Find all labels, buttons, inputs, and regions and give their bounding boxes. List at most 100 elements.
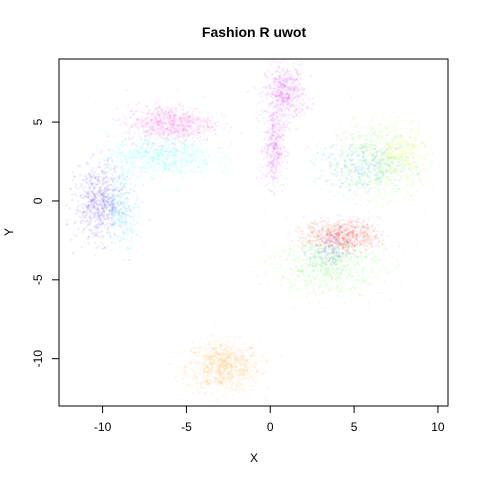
data-point [276, 150, 279, 153]
data-point [183, 128, 186, 132]
data-point [274, 130, 277, 133]
data-point [133, 223, 137, 227]
data-point [218, 382, 221, 385]
data-point [292, 90, 295, 93]
data-point [220, 162, 223, 166]
data-point [151, 127, 154, 131]
data-point [275, 111, 278, 114]
data-point [273, 80, 277, 83]
data-point [391, 145, 394, 148]
data-point [217, 363, 221, 367]
data-point [161, 122, 164, 125]
data-point [215, 378, 219, 382]
data-point [267, 139, 270, 142]
data-point [184, 366, 187, 369]
data-point [221, 364, 224, 367]
data-point [152, 126, 156, 129]
data-point [282, 97, 285, 100]
data-point [204, 384, 208, 387]
data-point [231, 365, 234, 368]
data-point [289, 74, 293, 78]
data-point [410, 183, 413, 186]
data-point [229, 380, 233, 383]
data-point [200, 372, 203, 375]
data-point [274, 146, 277, 149]
data-point [188, 116, 192, 120]
data-point [204, 367, 208, 371]
data-point [223, 153, 226, 156]
data-point [238, 369, 242, 373]
data-point [218, 368, 221, 372]
data-point [113, 220, 116, 224]
data-point [280, 83, 283, 86]
data-point [216, 352, 219, 356]
data-point [215, 352, 219, 355]
data-point [400, 178, 403, 182]
data-point [79, 193, 82, 196]
data-point [282, 129, 285, 132]
data-point [310, 107, 313, 111]
data-point [201, 151, 204, 154]
data-point [281, 87, 284, 90]
data-point [247, 372, 250, 375]
data-point [132, 135, 136, 138]
data-point [213, 355, 217, 358]
data-point [264, 145, 267, 149]
data-point [102, 182, 105, 186]
data-point [228, 381, 231, 384]
data-point [367, 209, 371, 213]
data-point [211, 360, 214, 363]
data-point [177, 102, 181, 105]
data-point [201, 370, 205, 374]
data-point [151, 142, 155, 145]
data-point [403, 140, 407, 144]
data-point [155, 125, 158, 129]
data-point [367, 155, 370, 159]
data-point [288, 89, 292, 92]
data-point [221, 359, 225, 362]
data-point [271, 175, 274, 179]
data-point [276, 181, 280, 184]
data-point [403, 197, 406, 201]
data-point [205, 173, 208, 177]
data-point [286, 114, 289, 117]
data-point [122, 193, 125, 196]
data-point [179, 139, 183, 142]
data-point [182, 162, 185, 165]
data-point [395, 144, 398, 148]
data-point [93, 214, 96, 218]
data-point [263, 397, 266, 401]
data-point [210, 363, 213, 366]
data-point [396, 140, 400, 143]
data-point [225, 343, 228, 346]
data-point [280, 87, 283, 90]
data-point [218, 376, 221, 380]
data-point [210, 354, 213, 357]
data-point [223, 348, 227, 351]
data-point [274, 98, 278, 102]
data-point [196, 362, 199, 365]
data-point [185, 111, 188, 115]
data-point [207, 342, 211, 346]
data-point [205, 379, 209, 382]
data-point [288, 93, 292, 96]
data-point [137, 101, 141, 105]
data-point [421, 130, 425, 133]
data-point [181, 108, 184, 112]
data-point [281, 139, 285, 142]
data-point [200, 172, 204, 175]
data-point [192, 153, 195, 157]
data-point [158, 133, 161, 136]
data-point [391, 112, 395, 115]
data-point [157, 123, 160, 127]
data-point [272, 93, 275, 97]
data-point [256, 351, 259, 354]
data-point [216, 120, 220, 124]
data-point [225, 377, 228, 380]
data-point [261, 99, 265, 103]
data-point [173, 114, 176, 117]
data-point [226, 351, 229, 354]
data-point [210, 366, 213, 370]
data-point [228, 354, 231, 357]
data-point [136, 126, 140, 129]
